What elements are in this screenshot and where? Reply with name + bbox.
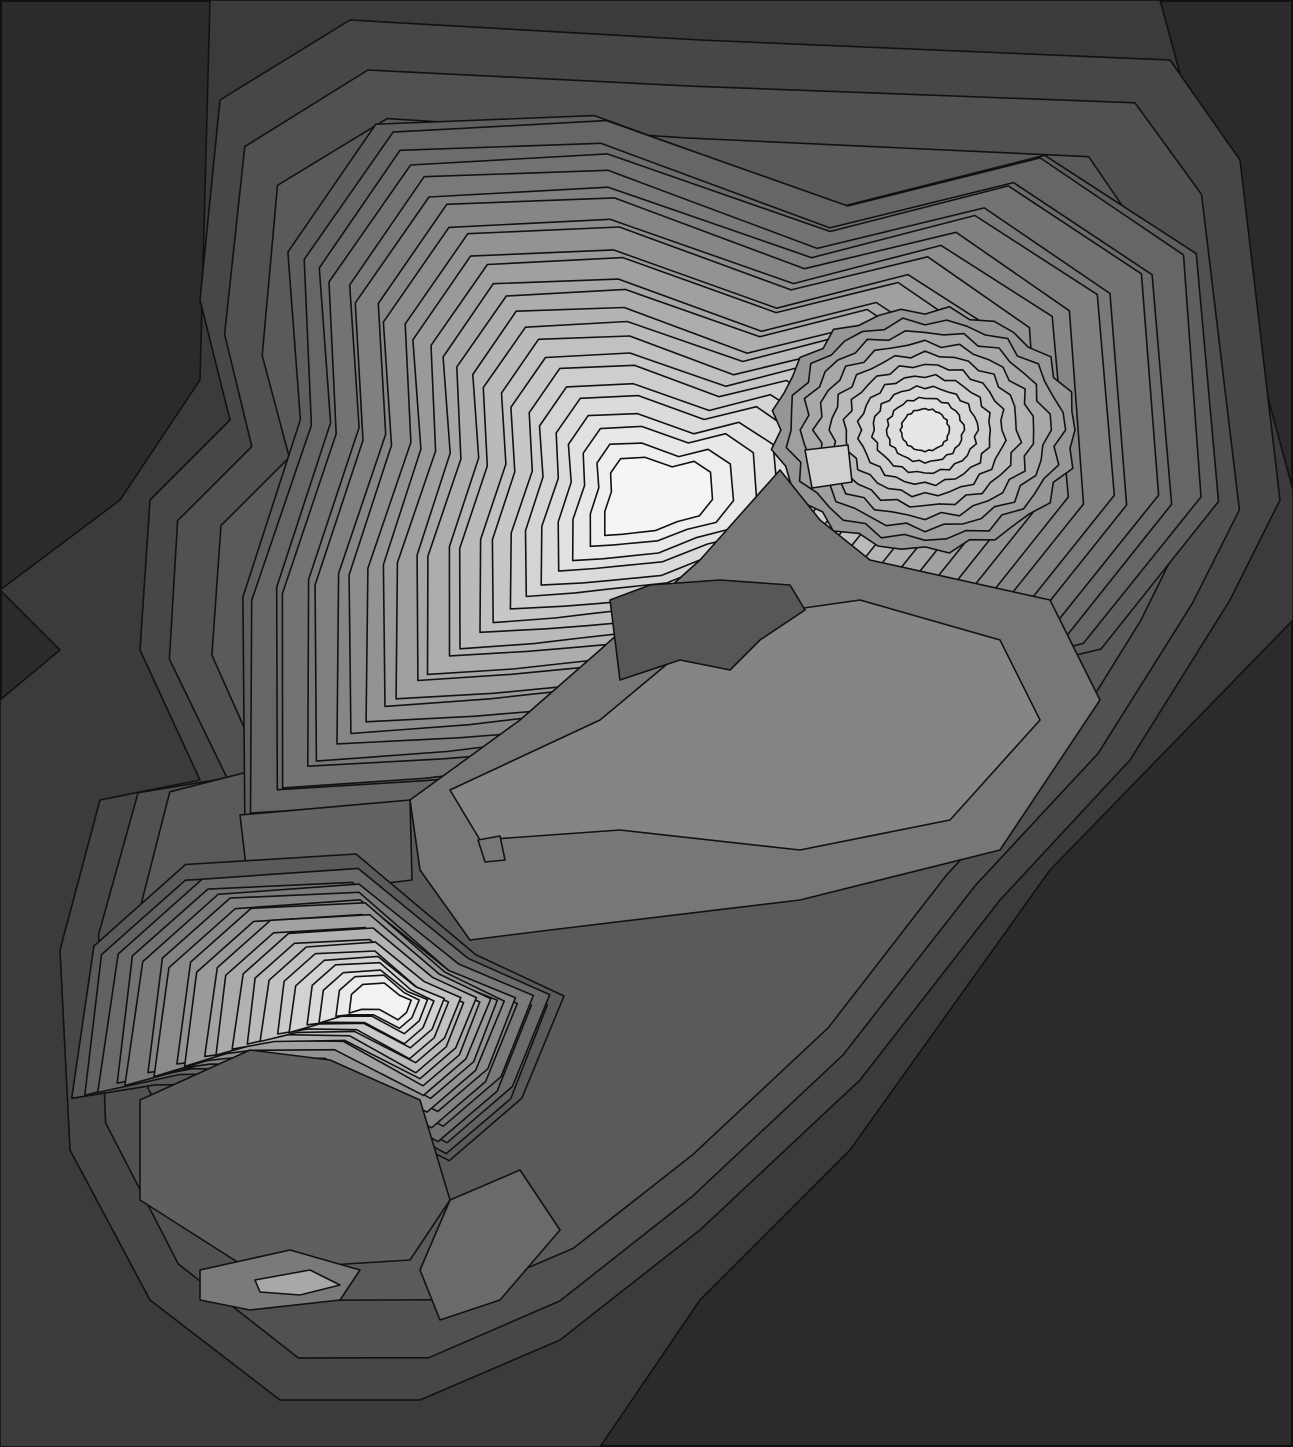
quarry-pit bbox=[609, 579, 806, 681]
quarry-floor bbox=[419, 1169, 561, 1321]
structure bbox=[477, 835, 506, 863]
contour-band bbox=[604, 456, 714, 537]
structure bbox=[804, 444, 853, 489]
contour-band bbox=[254, 1269, 341, 1296]
contour-band bbox=[348, 982, 412, 1021]
contour-band bbox=[899, 407, 951, 453]
